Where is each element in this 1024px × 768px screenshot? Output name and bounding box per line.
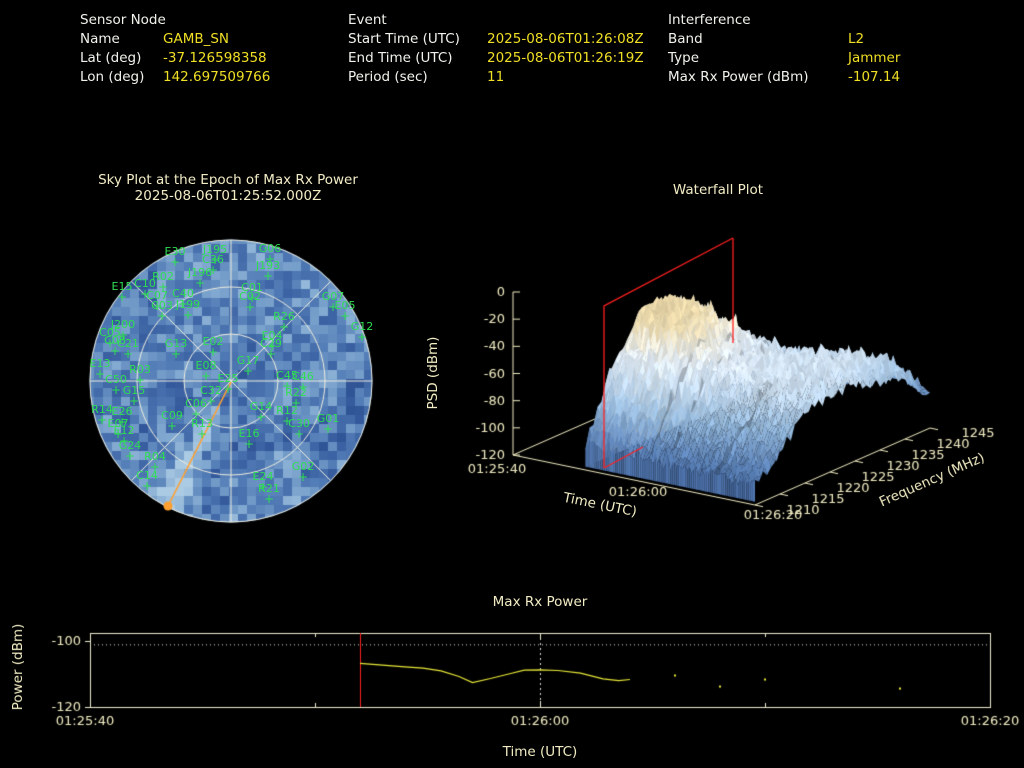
skyplot-title: Sky Plot at the Epoch of Max Rx Power 20… xyxy=(28,172,428,204)
header-interference-value: Jammer xyxy=(848,50,901,66)
header-event-value: 11 xyxy=(487,69,505,85)
header-interference-label: Band xyxy=(668,31,703,47)
header-sensor-node-value: -37.126598358 xyxy=(163,50,267,66)
header-interference-value: -107.14 xyxy=(848,69,901,85)
skyplot-title-line2: 2025-08-06T01:25:52.000Z xyxy=(134,188,322,204)
skyplot-title-line1: Sky Plot at the Epoch of Max Rx Power xyxy=(98,172,358,188)
header-sensor-node-value: GAMB_SN xyxy=(163,31,230,47)
timeseries-canvas xyxy=(0,585,1024,768)
header-sensor-node-label: Lon (deg) xyxy=(80,69,145,85)
header-interference-title: Interference xyxy=(668,12,751,28)
header-panel: Sensor Node Name GAMB_SN Lat (deg) -37.12659… xyxy=(0,0,1024,110)
waterfall-title: Waterfall Plot xyxy=(672,182,764,198)
timeseries-y-axis-label: Power (dBm) xyxy=(10,623,26,711)
header-sensor-node-title: Sensor Node xyxy=(80,12,166,28)
header-event-value: 2025-08-06T01:26:08Z xyxy=(487,31,644,47)
timeseries-x-axis-label: Time (UTC) xyxy=(502,744,578,760)
header-event-label: Period (sec) xyxy=(348,69,428,85)
header-sensor-node-label: Name xyxy=(80,31,120,47)
waterfall-canvas xyxy=(425,225,1024,545)
waterfall-psd-axis-label: PSD (dBm) xyxy=(425,336,441,410)
header-event-value: 2025-08-06T01:26:19Z xyxy=(487,50,644,66)
header-sensor-node-label: Lat (deg) xyxy=(80,50,142,66)
header-interference-label: Max Rx Power (dBm) xyxy=(668,69,809,85)
header-interference-label: Type xyxy=(668,50,700,66)
header-event-title: Event xyxy=(348,12,387,28)
header-sensor-node-value: 142.697509766 xyxy=(163,69,271,85)
header-interference-value: L2 xyxy=(848,31,865,47)
skyplot-canvas xyxy=(85,235,377,527)
header-event-label: End Time (UTC) xyxy=(348,50,453,66)
header-event-label: Start Time (UTC) xyxy=(348,31,460,47)
